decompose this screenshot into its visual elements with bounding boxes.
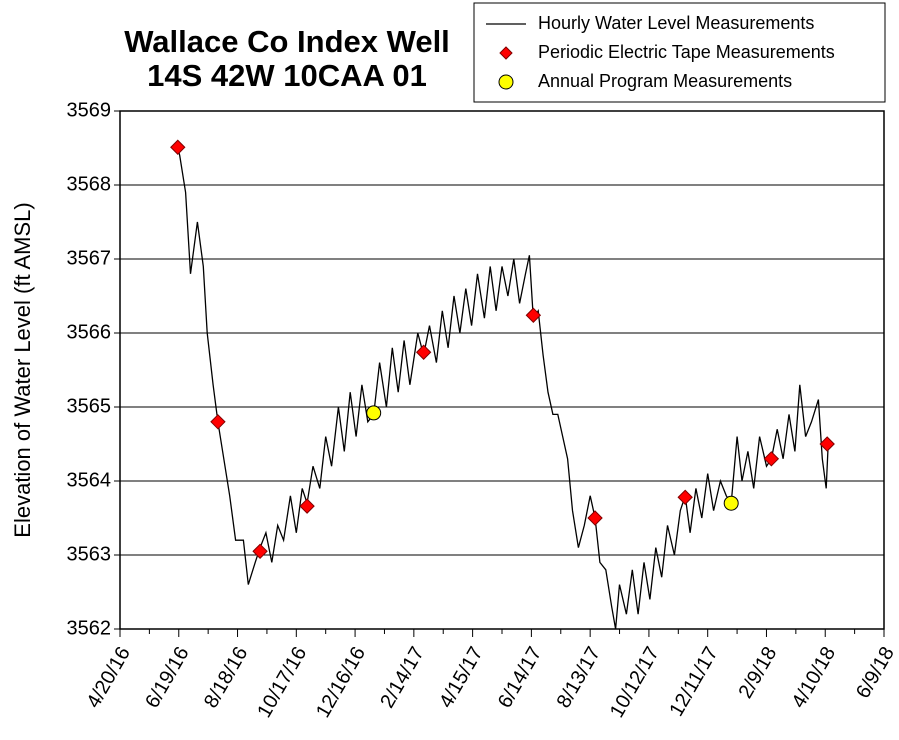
- legend-box: [473, 2, 886, 103]
- x-tick-label: 10/17/16: [253, 643, 311, 721]
- tape-point: [252, 543, 268, 560]
- x-tick-label: 4/10/18: [788, 643, 840, 712]
- hourly-line: [177, 147, 829, 630]
- legend-label: Annual Program Measurements: [538, 71, 792, 91]
- y-tick-label: 3568: [67, 173, 112, 195]
- x-tick-label: 8/18/16: [200, 643, 252, 712]
- annual-point: [723, 495, 739, 511]
- chart-subtitle: 14S 42W 10CAA 01: [147, 58, 427, 93]
- y-tick-label: 3566: [67, 321, 112, 343]
- x-tick-label: 8/13/17: [553, 643, 605, 712]
- tape-point: [819, 436, 835, 452]
- tape-point: [299, 498, 315, 514]
- legend-label: Periodic Electric Tape Measurements: [538, 42, 835, 62]
- plot-area: [120, 111, 884, 629]
- tape-point: [587, 510, 603, 526]
- y-tick-label: 3563: [67, 543, 112, 565]
- x-tick-label: 12/16/16: [312, 643, 370, 721]
- x-tick-label: 2/9/18: [735, 643, 782, 702]
- tape-point: [210, 414, 226, 430]
- tape-point: [677, 489, 693, 505]
- x-tick-label: 12/11/17: [665, 643, 722, 720]
- tape-point: [415, 344, 432, 360]
- chart-title: Wallace Co Index Well: [124, 24, 450, 59]
- x-tick-label: 6/14/17: [494, 643, 546, 712]
- legend-diamond: [499, 46, 513, 60]
- x-tick-label: 4/15/17: [435, 643, 487, 712]
- y-tick-label: 3562: [67, 617, 112, 639]
- x-tick-label: 6/19/16: [141, 643, 193, 712]
- plot-frame: [119, 110, 885, 630]
- y-tick-label: 3564: [67, 469, 112, 491]
- tape-point: [763, 451, 780, 467]
- legend: Hourly Water Level Measurements Periodic …: [473, 2, 886, 103]
- x-tick-label: 10/12/17: [606, 643, 664, 721]
- legend-label: Hourly Water Level Measurements: [538, 13, 814, 33]
- legend-circle: [498, 74, 514, 90]
- annual-point: [366, 405, 382, 421]
- x-tick-label: 6/9/18: [852, 643, 899, 702]
- y-tick-label: 3569: [67, 99, 112, 121]
- y-axis-label: Elevation of Water Level (ft AMSL): [10, 202, 35, 537]
- tape-point: [170, 139, 186, 155]
- y-tick-label: 3567: [67, 247, 112, 269]
- tape-point: [525, 307, 542, 323]
- x-tick-label: 2/14/17: [376, 643, 428, 712]
- x-tick-label: 4/20/16: [82, 643, 134, 712]
- y-tick-label: 3565: [67, 395, 112, 417]
